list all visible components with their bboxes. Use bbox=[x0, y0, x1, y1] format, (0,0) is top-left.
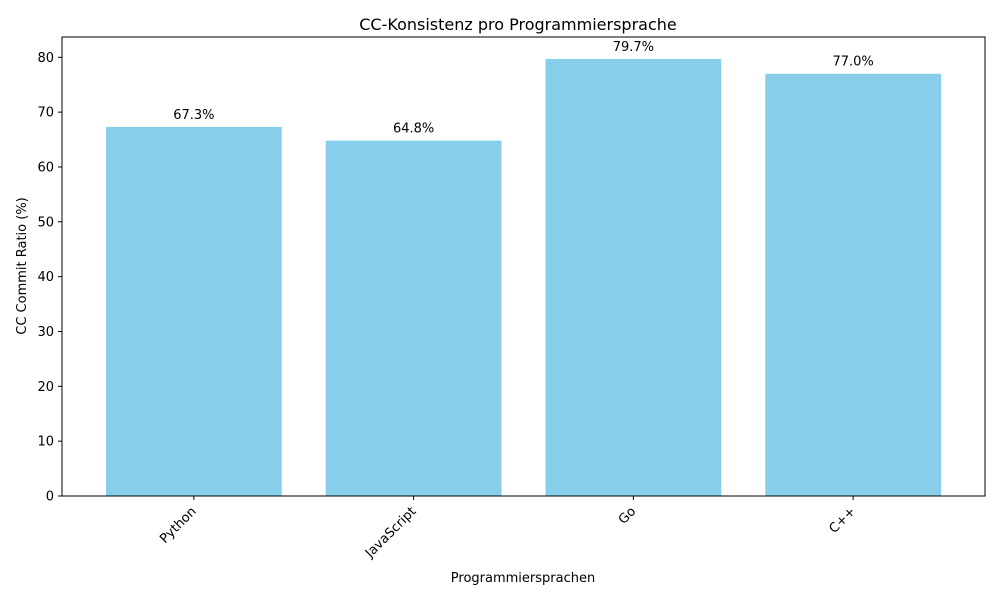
y-tick-label: 10 bbox=[37, 435, 54, 450]
y-tick-label: 30 bbox=[37, 325, 54, 340]
bars-group bbox=[105, 58, 942, 497]
y-axis: 0 10 20 30 40 50 60 70 80 bbox=[37, 51, 62, 505]
data-label: 77.0% bbox=[832, 55, 873, 70]
data-label: 64.8% bbox=[393, 122, 434, 137]
bar-javascript bbox=[325, 140, 502, 497]
bar-go bbox=[545, 58, 722, 496]
x-axis-label: Programmiersprachen bbox=[451, 571, 595, 586]
y-tick-label: 20 bbox=[37, 380, 54, 395]
y-tick-label: 70 bbox=[37, 106, 54, 121]
y-tick-label: 80 bbox=[37, 51, 54, 66]
bar-cplus bbox=[765, 73, 942, 496]
x-tick-label: C++ bbox=[827, 504, 859, 536]
x-tick-label: Python bbox=[157, 504, 199, 546]
y-tick-label: 0 bbox=[46, 490, 54, 505]
y-tick-label: 50 bbox=[37, 215, 54, 230]
chart-title: CC-Konsistenz pro Programmiersprache bbox=[359, 15, 676, 34]
y-axis-label: CC Commit Ratio (%) bbox=[15, 197, 30, 335]
x-tick-label: JavaScript bbox=[362, 504, 419, 561]
y-tick-label: 60 bbox=[37, 160, 54, 175]
x-tick-label: Go bbox=[616, 504, 639, 527]
data-label: 67.3% bbox=[173, 108, 214, 123]
y-tick-label: 40 bbox=[37, 270, 54, 285]
data-label: 79.7% bbox=[613, 40, 654, 55]
bar-python bbox=[105, 126, 282, 496]
data-labels-group: 67.3% 64.8% 79.7% 77.0% bbox=[173, 40, 874, 137]
plot-frame bbox=[61, 36, 986, 497]
x-axis: Python JavaScript Go C++ bbox=[157, 496, 859, 562]
